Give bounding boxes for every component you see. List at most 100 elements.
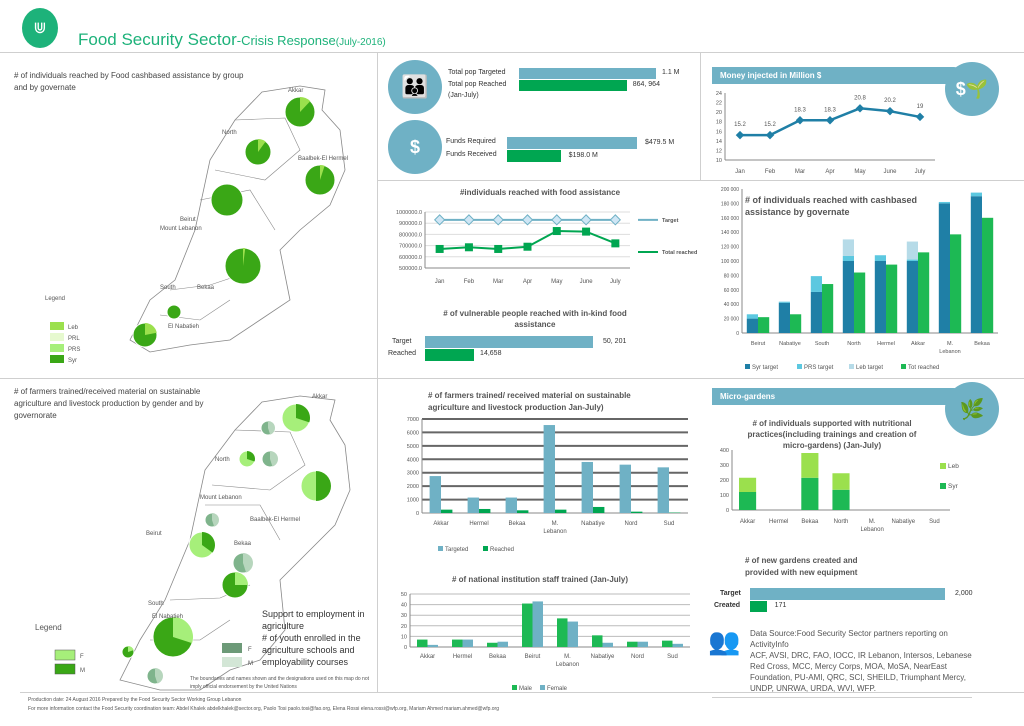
inkind-target-value: 50, 201	[603, 338, 627, 345]
bar-leb	[832, 473, 850, 490]
legend-label: Tot reached	[908, 365, 939, 371]
legend-label: Targeted	[445, 547, 468, 553]
youth-legend-swatch	[222, 657, 242, 667]
legend-label: Leb	[948, 463, 959, 470]
category-label: Hermel	[469, 521, 488, 527]
data-label: 15.2	[734, 122, 746, 128]
bar-targeted	[543, 425, 555, 513]
bar-syr-target	[938, 203, 950, 333]
y-tick-label: 100	[720, 493, 729, 499]
bar-prs-target	[906, 259, 918, 261]
category-label: May	[854, 169, 865, 175]
category-label: South	[815, 341, 829, 347]
y-tick-label: 5000	[407, 444, 419, 450]
chart-cash-governate: 0 20 000 40 000 60 000 80 000 100 000 120 000 1…	[721, 187, 998, 371]
inkind-target-bar	[425, 336, 593, 348]
data-point	[885, 106, 895, 116]
category-label: Lebanon	[556, 662, 579, 668]
bar-female	[497, 641, 508, 647]
governorate-borders	[150, 429, 306, 641]
map-label: Beirut	[146, 531, 162, 537]
youth-legend-label: F	[248, 647, 252, 653]
category-label: Bekaa	[974, 341, 991, 347]
map-label: North	[222, 130, 237, 136]
bar-leb	[801, 453, 819, 478]
legend-label: Syr	[68, 358, 77, 364]
y-tick-label: 22	[716, 101, 722, 107]
data-point	[552, 227, 561, 236]
y-tick-label: 140 000	[721, 230, 739, 236]
y-tick-label: 180 000	[721, 201, 739, 207]
data-point	[523, 242, 532, 251]
data-label: 19	[917, 104, 924, 110]
youth-pie-chart-slice	[212, 513, 220, 527]
category-label: Apr	[825, 169, 834, 175]
pie-chart-slice	[247, 451, 255, 462]
data-point	[435, 244, 444, 253]
map-label: Mount Lebanon	[200, 495, 242, 501]
legend-swatch	[50, 344, 64, 352]
y-tick-label: 0	[404, 645, 407, 651]
governorate-borders	[159, 117, 301, 321]
bar-targeted	[619, 464, 631, 513]
category-label: Sud	[929, 519, 940, 525]
bar-syr-target	[842, 261, 854, 333]
y-tick-label: 1000000.0	[396, 210, 422, 216]
bar-male	[592, 635, 603, 647]
legend-swatch	[512, 685, 517, 690]
bar-reached	[555, 509, 567, 513]
legend-label: Reached	[490, 547, 514, 553]
legend-swatch	[849, 364, 854, 369]
bar-male	[627, 641, 638, 647]
partners-list: ACF, AVSI, DRC, FAO, IOCC, IR Lebanon, I…	[750, 651, 972, 693]
lebanon-outline	[129, 85, 346, 353]
inkind-reached-label: Reached	[388, 350, 417, 357]
data-point	[551, 214, 563, 226]
map-label: Baalbek-El Hermel	[250, 517, 300, 523]
legend-title: Legend	[35, 623, 62, 632]
category-label: June	[580, 279, 594, 285]
bar-tot-reached	[886, 264, 898, 333]
category-label: M.	[947, 341, 954, 347]
funds-received-label: Funds Received	[446, 151, 497, 158]
y-tick-label: 16	[716, 129, 722, 135]
category-label: Mar	[493, 279, 503, 285]
category-label: Mar	[795, 169, 805, 175]
data-point	[521, 214, 534, 226]
y-tick-label: 10	[716, 158, 722, 164]
y-tick-label: 12	[716, 148, 722, 154]
category-label: Nabatiye	[779, 341, 801, 347]
map-label: South	[160, 285, 176, 291]
y-tick-label: 800000.0	[399, 232, 422, 238]
bar-male	[557, 618, 568, 647]
funds-received-bar	[507, 150, 561, 162]
data-source-title: Data Source:Food Security Sector partner…	[750, 629, 948, 649]
micro-banner: Micro-gardens	[712, 388, 962, 405]
chart-food-assistance: 500000.0 600000.0 700000.0 800000.0 900000.0…	[396, 210, 697, 285]
pie-chart-slice	[296, 404, 310, 423]
pie-chart-slice	[235, 572, 248, 585]
pie-chart-slice	[300, 97, 311, 112]
bar-syr-target	[778, 302, 790, 333]
legend-swatch	[50, 355, 64, 363]
divider	[377, 180, 1024, 181]
category-label: Jan	[435, 279, 445, 285]
lebanon-outline	[119, 395, 351, 691]
pop-reached-bar	[519, 80, 627, 91]
y-tick-label: 50	[401, 592, 407, 598]
map-label: El Nabatieh	[168, 324, 199, 330]
bar-male	[452, 639, 463, 647]
youth-subtitle: # of youth enrolled in the agriculture s…	[262, 633, 361, 667]
category-label: Apr	[523, 279, 532, 285]
bar-syr-target	[874, 261, 886, 333]
inkind-reached-bar	[425, 349, 475, 361]
legend-swatch	[54, 663, 76, 675]
legend-label: Leb	[68, 325, 79, 331]
y-tick-label: 100 000	[721, 259, 739, 265]
bar-syr-target	[970, 196, 982, 333]
category-label: May	[551, 279, 562, 285]
map-cash: Akkar North Baalbek-El Hermel Beirut Mount L…	[45, 85, 348, 364]
people-group-icon: 👥	[708, 626, 741, 656]
category-label: Nabatiye	[581, 521, 605, 527]
logo: ⋓	[22, 8, 58, 48]
